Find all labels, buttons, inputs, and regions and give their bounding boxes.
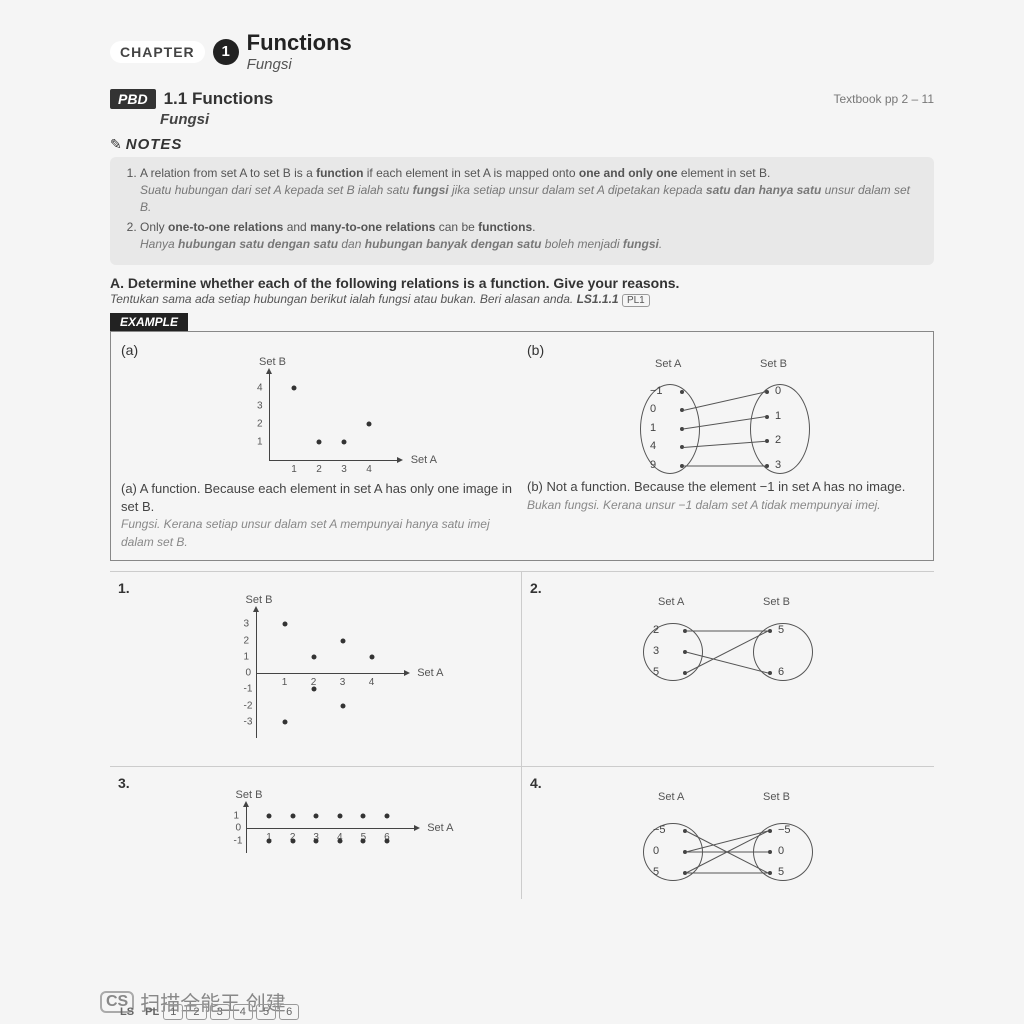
notes-title: NOTES xyxy=(126,136,183,153)
example-box: (a) Set BSet A12341234 (a) A function. B… xyxy=(110,331,934,561)
section-subtitle: Fungsi xyxy=(160,111,934,128)
example-a-chart: Set BSet A12341234 xyxy=(229,362,409,472)
example-b-mapping: Set ASet B−101490123 xyxy=(625,362,825,472)
chapter-title: Functions xyxy=(247,30,352,56)
question-3: 3. Set BSet A-110123456 xyxy=(110,766,522,899)
section-title: 1.1 Functions xyxy=(164,89,274,109)
chapter-header: CHAPTER 1 Functions Fungsi xyxy=(110,30,934,73)
question-2: 2. Set ASet B23556 xyxy=(522,571,934,766)
notes-box: A relation from set A to set B is a func… xyxy=(110,157,934,265)
chapter-number: 1 xyxy=(213,39,239,65)
question-4: 4. Set ASet B−505−505 xyxy=(522,766,934,899)
q1-chart: Set BSet A-3-2-112301234 xyxy=(216,600,416,750)
q2-mapping: Set ASet B23556 xyxy=(628,600,828,680)
section-row: PBD 1.1 Functions Textbook pp 2 – 11 xyxy=(110,89,934,109)
pbd-badge: PBD xyxy=(110,89,156,109)
chapter-badge: CHAPTER xyxy=(110,41,205,63)
question-1: 1. Set BSet A-3-2-112301234 xyxy=(110,571,522,766)
chapter-subtitle: Fungsi xyxy=(247,56,352,73)
notes-header: ✎ NOTES xyxy=(110,136,934,153)
page-footer: LS PL 1 2 3 4 5 6 xyxy=(120,1006,299,1018)
task-a: A. Determine whether each of the followi… xyxy=(110,275,934,307)
pencil-icon: ✎ xyxy=(110,136,122,153)
example-b-label: (b) xyxy=(527,342,923,358)
example-badge: EXAMPLE xyxy=(110,313,188,331)
example-a-label: (a) xyxy=(121,342,517,358)
example-a-answer: (a) A function. Because each element in … xyxy=(121,480,517,550)
textbook-ref: Textbook pp 2 – 11 xyxy=(833,92,934,106)
q3-chart: Set BSet A-110123456 xyxy=(206,795,426,865)
questions-grid: 1. Set BSet A-3-2-112301234 2. Set ASet … xyxy=(110,571,934,899)
example-b-answer: (b) Not a function. Because the element … xyxy=(527,478,923,513)
q4-mapping: Set ASet B−505−505 xyxy=(628,795,828,885)
